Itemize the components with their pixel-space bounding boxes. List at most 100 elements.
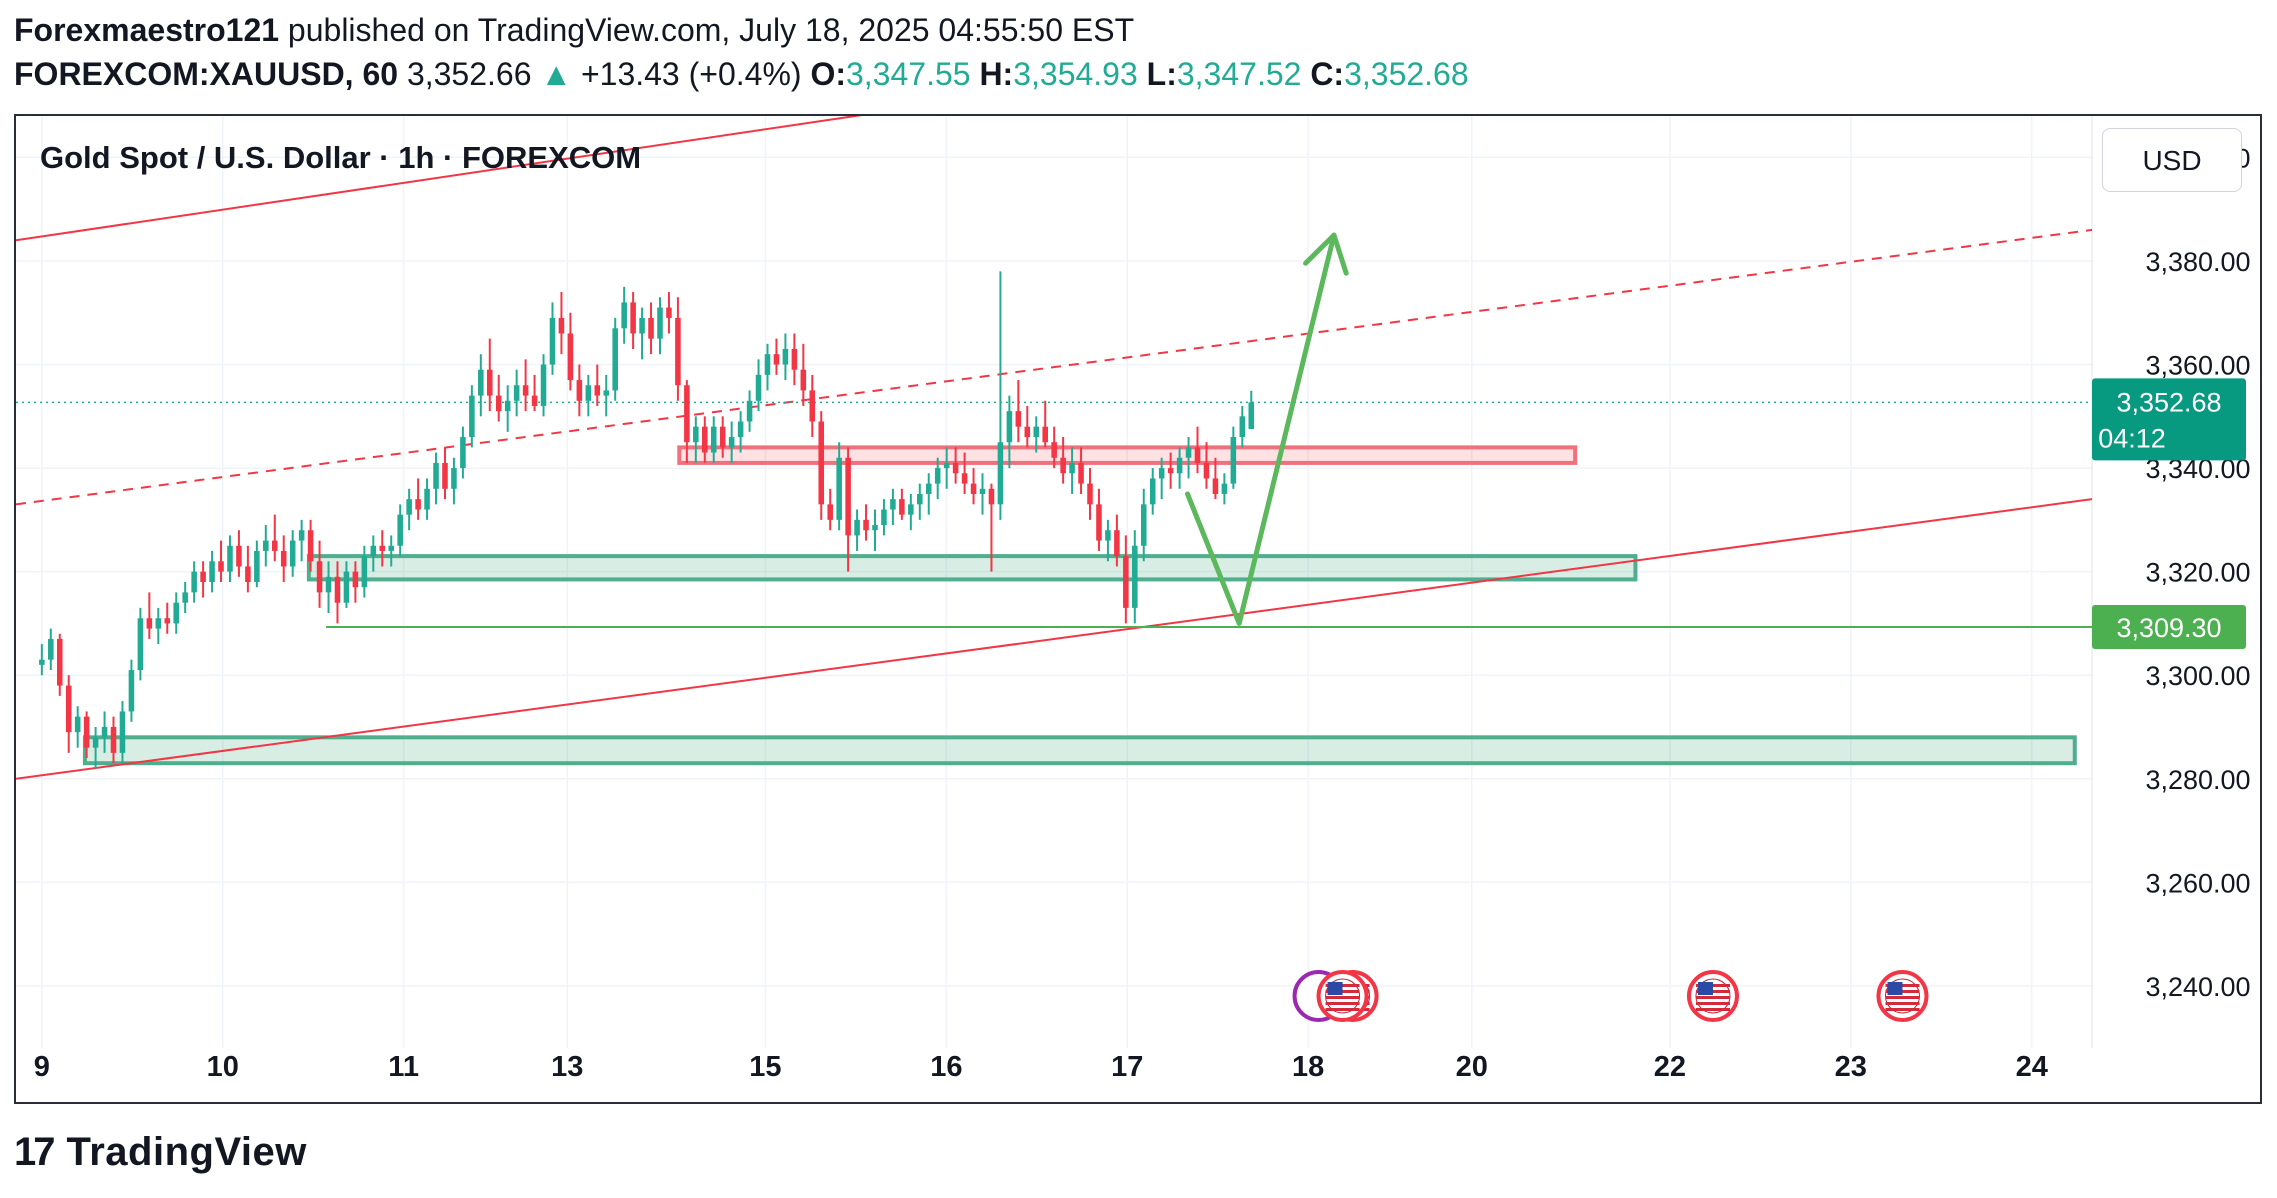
candle-body	[630, 302, 636, 334]
candle-body	[1248, 402, 1255, 429]
candle-body	[899, 499, 905, 515]
y-tick-label: 3,260.00	[2145, 868, 2250, 898]
candle-body	[1203, 462, 1210, 479]
candle-body	[110, 726, 117, 753]
open-value: 3,347.55	[845, 56, 971, 92]
candle-body	[531, 395, 538, 406]
candle-body	[101, 726, 108, 738]
candle-body	[406, 499, 412, 515]
candle-body	[254, 550, 260, 582]
candle-body	[263, 540, 269, 551]
resistance-zone	[677, 445, 1578, 465]
candle-body	[952, 462, 959, 474]
x-tick-label: 15	[749, 1051, 781, 1083]
last-price-badge-value: 3,352.68	[2116, 387, 2221, 417]
candle-body	[818, 421, 825, 505]
candle-body	[988, 488, 995, 505]
candle-body	[56, 638, 63, 686]
candle-body	[773, 354, 780, 365]
candle-body	[74, 716, 81, 733]
author-name[interactable]: Forexmaestro121	[14, 12, 280, 48]
y-tick-label: 3,280.00	[2145, 765, 2250, 795]
candle-body	[639, 317, 645, 334]
flag-stripe	[1325, 996, 1360, 999]
low-label: L:	[1146, 56, 1177, 92]
flag-stripe	[1695, 1002, 1730, 1005]
x-tick-label: 18	[1292, 1051, 1324, 1083]
x-tick-label: 22	[1654, 1051, 1686, 1083]
x-tick-label: 16	[930, 1051, 962, 1083]
publish-line: Forexmaestro121 published on TradingView…	[14, 8, 2254, 52]
tradingview-brand[interactable]: TradingView	[66, 1129, 307, 1174]
candle-body	[155, 618, 162, 629]
candle-body	[442, 462, 448, 489]
candle-body	[65, 685, 72, 733]
candle-body	[746, 400, 753, 422]
x-tick-label: 23	[1835, 1051, 1867, 1083]
candle-body	[433, 462, 439, 489]
candle-body	[451, 468, 457, 489]
candle-body	[218, 561, 224, 572]
chart-title: Gold Spot / U.S. Dollar · 1h · FOREXCOM	[40, 140, 642, 175]
candle-body	[728, 437, 735, 448]
symbol-label[interactable]: FOREXCOM:XAUUSD, 60	[14, 56, 399, 92]
candle-body	[603, 390, 610, 396]
bar-countdown: 04:12	[2098, 423, 2166, 453]
candle-body	[854, 519, 860, 536]
candle-body	[1069, 462, 1075, 474]
currency-button[interactable]: USD	[2102, 128, 2242, 192]
candle-body	[39, 659, 45, 665]
candle-body	[271, 540, 278, 551]
candle-body	[289, 540, 296, 567]
candle-body	[236, 545, 242, 567]
candle-body	[1096, 504, 1102, 541]
channel-mid-dashed-line	[16, 228, 2092, 506]
candle-body	[755, 374, 762, 401]
candle-body	[316, 561, 323, 593]
tradingview-logo-icon[interactable]: 17	[14, 1129, 55, 1174]
candle-body	[710, 426, 717, 453]
candle-body	[917, 493, 923, 505]
candle-body	[925, 483, 932, 494]
candle-body	[334, 576, 341, 603]
candle-body	[961, 473, 968, 484]
candle-body	[1087, 483, 1093, 505]
x-tick-label: 13	[551, 1051, 583, 1083]
candle-body	[675, 317, 681, 386]
ohlc-line: FOREXCOM:XAUUSD, 60 3,352.66 ▲ +13.43 (+…	[14, 52, 2254, 96]
candle-body	[1060, 457, 1066, 474]
candle-body	[343, 571, 350, 603]
candle-body	[943, 462, 950, 469]
candle-body	[361, 556, 368, 588]
close-value: 3,352.68	[1344, 56, 1469, 92]
high-value: 3,354.93	[1013, 56, 1138, 92]
candle-body	[549, 317, 556, 365]
candle-body	[1051, 442, 1057, 458]
candle-body	[1167, 468, 1174, 474]
candle-body	[1123, 556, 1129, 608]
candle-body	[469, 395, 475, 438]
candle-body	[245, 566, 251, 582]
low-value: 3,347.52	[1176, 56, 1302, 92]
y-tick-label: 3,300.00	[2145, 661, 2250, 691]
candle-body	[1194, 447, 1201, 463]
open-label: O:	[810, 56, 846, 92]
chart-frame[interactable]	[14, 114, 2262, 1104]
channel-upper-line	[16, 116, 862, 242]
flag-stripe	[1695, 996, 1730, 999]
candle-body	[881, 509, 887, 526]
x-tick-label: 10	[207, 1051, 239, 1083]
candle-body	[379, 545, 386, 551]
x-tick-label: 20	[1456, 1051, 1488, 1083]
candle-body	[424, 488, 430, 510]
candle-body	[397, 514, 403, 546]
candle-body	[146, 618, 153, 629]
candle-body	[352, 571, 359, 588]
candle-body	[872, 525, 878, 531]
channel-lower-line	[16, 498, 2092, 780]
flag-canton	[1327, 982, 1343, 995]
candle-body	[702, 426, 708, 453]
candle-body	[182, 592, 188, 603]
high-label: H:	[979, 56, 1014, 92]
